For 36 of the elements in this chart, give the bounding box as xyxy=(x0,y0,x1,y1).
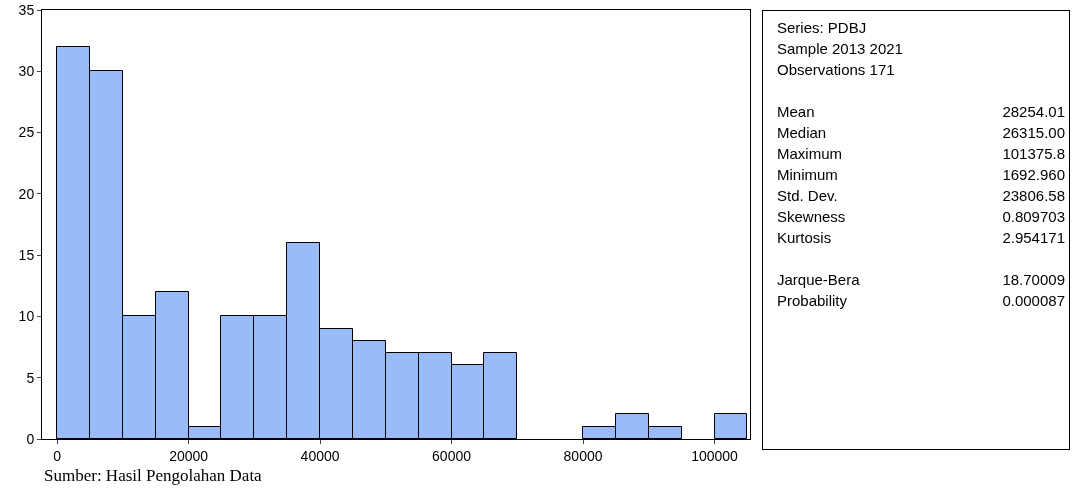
y-tick-label: 10 xyxy=(18,308,35,325)
y-tick-label: 5 xyxy=(26,369,35,386)
text: 2.954171 xyxy=(1002,229,1065,246)
category-label: Kurtosis xyxy=(777,228,832,248)
text: Sumber: Hasil Pengolahan Data xyxy=(44,466,262,486)
x-tick-label: 60000 xyxy=(432,447,472,464)
x-tick-label: 80000 xyxy=(563,447,603,464)
text: 23806.58 xyxy=(1002,187,1065,204)
category-label: Minimum xyxy=(777,165,838,185)
y-tick-label: 0 xyxy=(26,430,35,447)
text: 0.809703 xyxy=(1002,208,1065,225)
y-tick-label: 20 xyxy=(18,185,35,202)
y-tick-label: 15 xyxy=(18,247,35,264)
text: 0.000087 xyxy=(1002,292,1065,309)
text: Sample 2013 2021 xyxy=(777,39,904,59)
text: 18.70009 xyxy=(1002,271,1065,288)
category-label: Probability xyxy=(777,291,848,311)
x-tick-label: 0 xyxy=(53,447,62,464)
text: Observations 171 xyxy=(777,60,896,80)
text: 28254.01 xyxy=(1002,103,1065,120)
y-tick-label: 35 xyxy=(18,1,35,18)
text: 26315.00 xyxy=(1002,124,1065,141)
text: 1692.960 xyxy=(1002,166,1065,183)
y-tick-label: 25 xyxy=(18,124,35,141)
category-label: Std. Dev. xyxy=(777,186,838,206)
text: Series: PDBJ xyxy=(777,18,868,38)
y-tick-label: 30 xyxy=(18,63,35,80)
category-label: Maximum xyxy=(777,144,843,164)
x-tick-label: 40000 xyxy=(300,447,340,464)
x-tick-label: 100000 xyxy=(691,447,739,464)
category-label: Skewness xyxy=(777,207,846,227)
category-label: Median xyxy=(777,123,827,143)
x-tick-label: 20000 xyxy=(169,447,209,464)
category-label: Jarque-Bera xyxy=(777,270,860,290)
category-label: Mean xyxy=(777,102,815,122)
text: 101375.8 xyxy=(1002,145,1065,162)
